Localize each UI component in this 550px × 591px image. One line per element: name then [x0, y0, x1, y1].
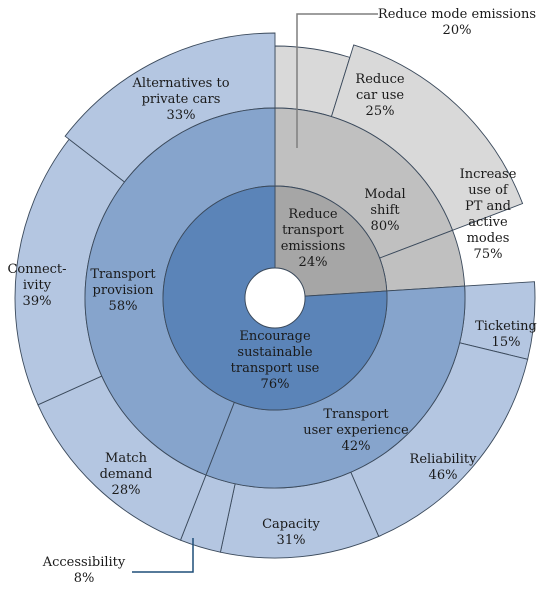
label-line: 8%: [74, 571, 95, 586]
label-line: 24%: [299, 255, 328, 270]
label-line: Modal: [364, 187, 405, 202]
label-accessibility: Accessibility 8%: [42, 555, 126, 586]
label-line: active: [468, 215, 508, 230]
label-line: ivity: [23, 278, 52, 293]
label-line: 39%: [23, 294, 52, 309]
label-line: PT and: [465, 199, 511, 214]
label-line: user experience: [303, 423, 409, 438]
label-reduce-car-use: Reduce car use 25%: [355, 72, 404, 119]
label-line: 42%: [342, 439, 371, 454]
callout-line-accessibility: [132, 538, 194, 573]
label-connectivity: Connect-ivity 39%: [7, 262, 66, 309]
label-transport-user-experience: Transport user experience 42%: [303, 407, 409, 454]
label-line: 15%: [492, 335, 521, 350]
label-match-demand: Match demand 28%: [100, 451, 153, 498]
label-line: Accessibility: [42, 555, 126, 570]
label-line: 33%: [167, 108, 196, 123]
label-capacity: Capacity 31%: [262, 517, 320, 548]
label-line: Encourage: [239, 329, 311, 344]
label-reliability: Reliability 46%: [410, 452, 478, 483]
label-line: Match: [105, 451, 148, 466]
label-reduce-transport-emissions: Reduce transport emissions 24%: [281, 207, 346, 270]
callout-line-reduce-mode-emissions: [296, 13, 378, 148]
label-line: Increase: [460, 167, 517, 182]
label-line: sustainable: [237, 345, 312, 360]
label-transport-provision: Transport provision 58%: [90, 267, 156, 314]
label-line: 58%: [109, 299, 138, 314]
label-line: emissions: [281, 239, 346, 254]
label-line: Connect-: [7, 262, 66, 277]
label-line: 20%: [443, 23, 472, 38]
label-line: transport: [282, 223, 345, 238]
label-line: use of: [468, 183, 509, 198]
label-line: 75%: [474, 247, 503, 262]
label-line: 46%: [429, 468, 458, 483]
label-line: Reduce: [355, 72, 404, 87]
label-line: Ticketing: [475, 319, 537, 334]
label-encourage-sustainable-transport-use: Encourage sustainable transport use 76%: [231, 329, 320, 392]
label-ticketing: Ticketing 15%: [475, 319, 537, 350]
label-alternatives-to-private-cars: Alternatives to private cars 33%: [131, 76, 229, 123]
center-hole: [244, 267, 306, 329]
label-increase-use-of-pt: Increase use of PT and active modes 75%: [460, 167, 517, 262]
label-line: provision: [93, 283, 155, 298]
label-line: transport use: [231, 361, 320, 376]
label-line: 80%: [371, 219, 400, 234]
label-line: demand: [100, 467, 153, 482]
label-line: private cars: [142, 92, 221, 107]
label-line: Transport: [90, 267, 156, 282]
label-modal-shift: Modal shift 80%: [364, 187, 405, 234]
label-line: car use: [356, 88, 404, 103]
label-line: 25%: [366, 104, 395, 119]
label-line: 31%: [277, 533, 306, 548]
label-line: 76%: [261, 377, 290, 392]
label-line: Reliability: [410, 452, 478, 467]
label-line: modes: [467, 231, 510, 246]
label-line: Reduce mode emissions: [378, 7, 536, 22]
label-line: Alternatives to: [131, 76, 229, 91]
label-reduce-mode-emissions: Reduce mode emissions 20%: [378, 7, 536, 38]
label-line: Reduce: [288, 207, 337, 222]
label-line: Transport: [323, 407, 389, 422]
label-line: shift: [370, 203, 400, 218]
label-line: 28%: [112, 483, 141, 498]
label-line: Capacity: [262, 517, 320, 532]
